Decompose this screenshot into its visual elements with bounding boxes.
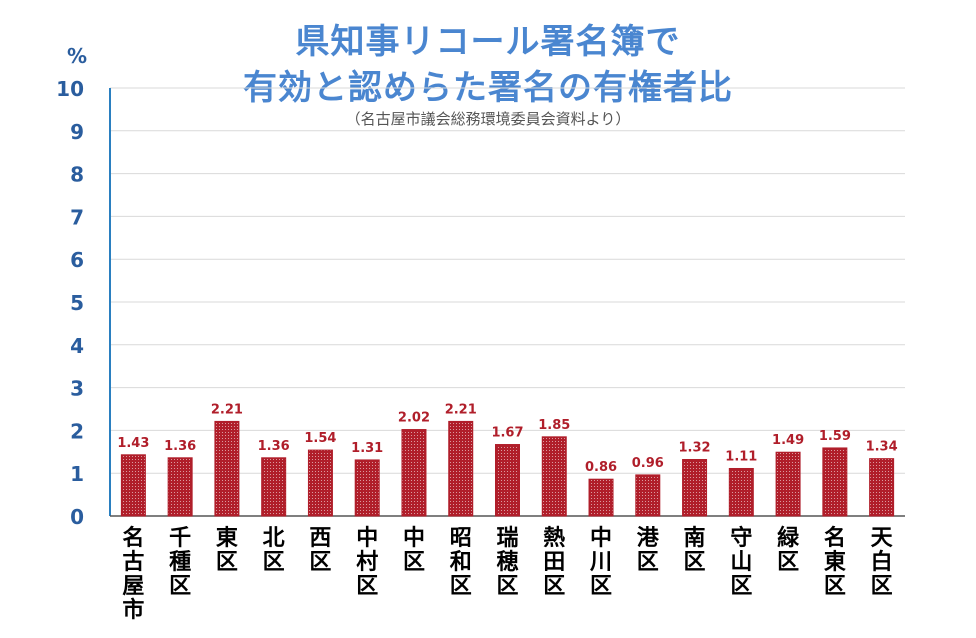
value-label: 1.32: [679, 441, 711, 456]
y-tick-label: 8: [70, 163, 84, 187]
x-category-label: 北区: [263, 526, 285, 575]
bar: [588, 478, 614, 517]
bar: [822, 447, 848, 517]
value-label: 1.36: [258, 439, 290, 454]
y-tick-label: 6: [70, 248, 84, 272]
x-category-label: 東区: [216, 526, 238, 575]
y-tick-label: 9: [70, 120, 84, 144]
x-category-label: 熱田区: [543, 525, 565, 599]
bar: [354, 459, 380, 517]
bar: [167, 457, 193, 517]
x-category-label: 天白区: [871, 526, 894, 599]
x-category-label: 瑞穂区: [496, 526, 518, 599]
value-label: 2.21: [211, 402, 243, 417]
bar: [307, 449, 333, 517]
bar: [495, 444, 520, 517]
x-category-label: 緑区: [777, 525, 800, 575]
x-category-label: 昭和区: [450, 526, 472, 599]
y-tick-label: 5: [70, 291, 84, 315]
bar: [541, 436, 567, 517]
x-category-label: 港区: [637, 526, 660, 575]
value-label: 1.59: [819, 429, 851, 444]
value-label: 1.36: [164, 439, 196, 454]
y-axis-unit: %: [67, 44, 88, 68]
chart-title-line-1: 県知事リコール署名簿で: [295, 22, 681, 62]
x-category-label: 守山区: [730, 525, 752, 599]
x-category-label: 南区: [684, 526, 706, 575]
y-tick-label: 0: [70, 505, 84, 529]
value-label: 1.11: [725, 449, 757, 464]
y-tick-label: 3: [70, 377, 84, 401]
value-label: 2.21: [445, 402, 477, 417]
value-label: 0.96: [632, 456, 664, 471]
value-label: 1.49: [772, 433, 804, 448]
bar: [775, 451, 801, 517]
x-category-label: 西区: [309, 526, 331, 575]
y-tick-label: 2: [70, 419, 84, 443]
bar: [635, 474, 661, 517]
bar: [214, 420, 240, 517]
bar: [869, 458, 895, 517]
value-label: 1.34: [866, 440, 898, 455]
value-label: 2.02: [398, 411, 430, 426]
bar: [120, 454, 146, 517]
y-tick-label: 10: [56, 77, 84, 101]
x-category-label: 中村区: [356, 526, 378, 599]
y-tick-label: 4: [70, 334, 84, 358]
bar: [728, 467, 754, 517]
x-category-label: 名東区: [824, 525, 846, 599]
x-category-label: 中川区: [589, 526, 612, 599]
bar: [401, 429, 427, 517]
value-label: 0.86: [585, 460, 617, 475]
value-label: 1.31: [351, 441, 383, 456]
chart-source-note: （名古屋市議会総務環境委員会資料より）: [345, 110, 631, 128]
x-category-label: 中区: [403, 526, 425, 575]
x-category-label: 千種区: [169, 526, 191, 599]
value-label: 1.54: [304, 431, 336, 446]
bar: [448, 420, 474, 517]
x-category-label: 名古屋市: [122, 525, 144, 623]
value-label: 1.43: [117, 436, 149, 451]
y-tick-label: 7: [70, 205, 84, 229]
bar: [682, 459, 708, 517]
value-label: 1.85: [538, 418, 570, 433]
value-label: 1.67: [491, 426, 523, 441]
y-tick-label: 1: [70, 462, 84, 486]
bar: [261, 457, 287, 517]
